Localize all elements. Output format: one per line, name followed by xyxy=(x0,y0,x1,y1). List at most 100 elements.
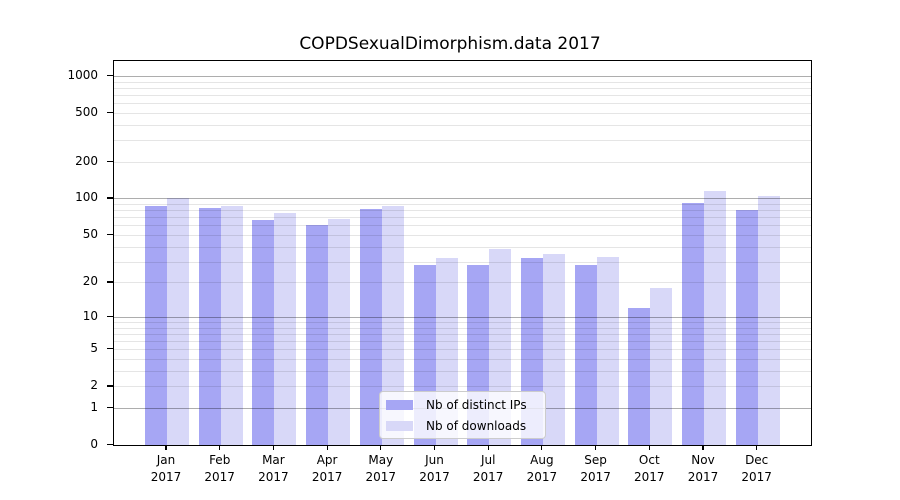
y-tick-label: 50 xyxy=(82,226,98,241)
x-axis-tick xyxy=(756,445,758,450)
minor-gridline xyxy=(114,124,811,126)
y-tick-label: 10 xyxy=(82,308,98,323)
y-tick-label: 2 xyxy=(90,378,98,393)
minor-gridline xyxy=(114,359,811,361)
y-axis-tick xyxy=(107,197,113,199)
x-axis-tick xyxy=(595,445,597,450)
bar-downloads xyxy=(381,206,404,445)
x-axis-tick xyxy=(702,445,704,450)
y-tick-label: 5 xyxy=(90,341,98,356)
minor-gridline xyxy=(114,234,811,236)
minor-gridline xyxy=(114,103,811,105)
minor-gridline xyxy=(114,87,811,89)
y-axis-tick xyxy=(107,385,113,387)
bar-distinct-ips xyxy=(628,308,651,445)
minor-gridline xyxy=(114,204,811,206)
y-axis-tick xyxy=(107,406,113,409)
legend-swatch-downloads-icon xyxy=(386,420,413,431)
x-axis-tick xyxy=(541,445,543,450)
legend-item-downloads: Nb of downloads xyxy=(386,417,539,434)
bar-downloads xyxy=(167,197,189,445)
minor-gridline xyxy=(114,282,811,284)
y-axis-tick xyxy=(107,281,113,283)
minor-gridline xyxy=(114,217,811,219)
x-axis-tick xyxy=(326,445,328,450)
x-axis-tick xyxy=(219,445,221,450)
bar-downloads xyxy=(596,256,619,445)
y-axis-tick xyxy=(107,111,113,114)
x-tick-label: Mar 2017 xyxy=(258,453,289,484)
x-tick-label: Oct 2017 xyxy=(634,453,665,484)
x-tick-label: Feb 2017 xyxy=(204,453,235,484)
bar-downloads xyxy=(704,191,726,445)
minor-gridline xyxy=(114,140,811,142)
minor-gridline xyxy=(114,370,811,372)
x-axis-tick xyxy=(487,445,489,450)
bar-distinct-ips xyxy=(306,225,329,445)
minor-gridline xyxy=(114,333,811,335)
x-tick-label: Jan 2017 xyxy=(150,453,182,484)
x-tick-label: Dec 2017 xyxy=(741,453,772,484)
y-axis-tick xyxy=(107,160,113,162)
bar-distinct-ips xyxy=(735,209,758,445)
bar-downloads xyxy=(274,212,297,445)
legend-label-distinct-ips: Nb of distinct IPs xyxy=(426,397,527,412)
bar-distinct-ips xyxy=(252,219,275,445)
bar-downloads xyxy=(328,218,351,445)
legend-label-downloads: Nb of downloads xyxy=(426,418,527,433)
minor-gridline xyxy=(114,161,811,163)
bar-distinct-ips xyxy=(359,208,382,445)
minor-gridline xyxy=(114,246,811,248)
y-tick-label: 200 xyxy=(75,153,98,168)
x-axis-tick xyxy=(272,445,274,450)
x-tick-label: Jun 2017 xyxy=(419,453,450,484)
plot-area xyxy=(113,60,812,446)
x-tick-label: Apr 2017 xyxy=(311,453,343,484)
legend-swatch-distinct-ips-icon xyxy=(386,399,413,410)
x-axis-tick xyxy=(380,445,382,450)
y-tick-label: 100 xyxy=(75,190,98,205)
legend: Nb of distinct IPs Nb of downloads xyxy=(379,391,546,439)
minor-gridline xyxy=(114,327,811,329)
bar-distinct-ips xyxy=(682,202,704,445)
bar-distinct-ips xyxy=(145,205,167,445)
x-tick-label: Jul 2017 xyxy=(472,453,504,484)
minor-gridline xyxy=(114,112,811,114)
y-axis-tick xyxy=(107,444,113,446)
y-tick-label: 20 xyxy=(82,274,98,289)
bar-distinct-ips xyxy=(198,208,221,445)
legend-item-distinct-ips: Nb of distinct IPs xyxy=(386,396,539,413)
x-tick-label: May 2017 xyxy=(365,453,397,484)
major-gridline xyxy=(114,316,811,318)
bar-downloads xyxy=(650,287,673,445)
y-tick-label: 500 xyxy=(75,104,98,119)
major-gridline xyxy=(114,75,811,77)
y-axis-tick xyxy=(107,348,113,350)
major-gridline xyxy=(114,198,811,200)
minor-gridline xyxy=(114,341,811,343)
bar-downloads xyxy=(542,253,565,445)
chart-title: COPDSexualDimorphism.data 2017 xyxy=(299,34,601,54)
y-tick-label: 1 xyxy=(90,399,98,414)
y-axis-tick xyxy=(107,233,113,236)
x-tick-label: Nov 2017 xyxy=(687,453,719,484)
minor-gridline xyxy=(114,386,811,388)
minor-gridline xyxy=(114,322,811,323)
x-tick-label: Sep 2017 xyxy=(580,453,611,484)
y-tick-label: 0 xyxy=(90,437,98,451)
bar-distinct-ips xyxy=(574,265,597,445)
minor-gridline xyxy=(114,349,811,351)
minor-gridline xyxy=(114,81,811,83)
minor-gridline xyxy=(114,94,811,96)
bar-downloads xyxy=(757,196,780,445)
y-axis-tick xyxy=(107,74,113,77)
minor-gridline xyxy=(114,261,811,263)
bar-downloads xyxy=(220,206,243,445)
y-axis-tick xyxy=(107,315,113,318)
x-axis-tick xyxy=(433,445,436,450)
x-axis-tick xyxy=(165,445,167,450)
minor-gridline xyxy=(114,210,811,212)
x-tick-label: Aug 2017 xyxy=(526,453,558,484)
y-tick-label: 1000 xyxy=(67,67,98,82)
